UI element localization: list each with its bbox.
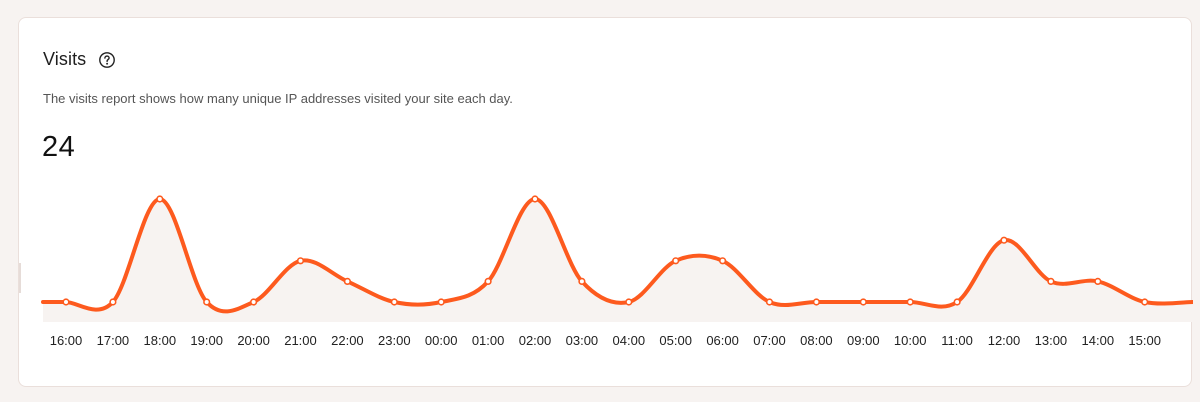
x-tick-label: 20:00 [237, 333, 270, 348]
x-tick-label: 09:00 [847, 333, 880, 348]
data-point-10:00[interactable] [906, 298, 914, 306]
data-point-18:00[interactable] [156, 195, 164, 203]
data-point-19:00[interactable] [203, 298, 211, 306]
x-tick-label: 12:00 [988, 333, 1021, 348]
data-point-04:00[interactable] [625, 298, 633, 306]
x-tick-label: 18:00 [144, 333, 177, 348]
x-tick-label: 17:00 [97, 333, 130, 348]
x-tick-label: 01:00 [472, 333, 505, 348]
card-description: The visits report shows how many unique … [43, 91, 513, 106]
x-tick-label: 02:00 [519, 333, 552, 348]
data-point-08:00[interactable] [812, 298, 821, 306]
question-circle-icon[interactable] [98, 51, 116, 69]
card-title: Visits [43, 49, 87, 69]
data-point-07:00[interactable] [765, 298, 774, 306]
visits-card: Visits The visits report shows how many … [18, 17, 1193, 387]
x-tick-label: 03:00 [566, 333, 599, 348]
data-point-15:00[interactable] [1141, 298, 1149, 306]
x-tick-label: 23:00 [378, 333, 411, 348]
data-point-16:00[interactable] [62, 298, 70, 306]
x-tick-label: 06:00 [706, 333, 739, 348]
data-point-17:00[interactable] [109, 298, 117, 306]
data-point-20:00[interactable] [250, 298, 258, 306]
visits-area [43, 199, 1193, 322]
x-tick-label: 13:00 [1035, 333, 1068, 348]
x-tick-label: 08:00 [800, 333, 833, 348]
x-tick-label: 15:00 [1128, 333, 1161, 348]
data-point-01:00[interactable] [484, 277, 492, 286]
x-tick-label: 16:00 [50, 333, 83, 348]
data-point-22:00[interactable] [343, 277, 352, 286]
data-point-14:00[interactable] [1094, 277, 1102, 286]
visits-chart: 16:00 17:00 18:00 19:00 20:00 21:00 22:00 23:00… [41, 195, 1193, 348]
x-tick-label: 19:00 [190, 333, 223, 348]
x-tick-label: 14:00 [1082, 333, 1115, 348]
x-tick-label: 07:00 [753, 333, 786, 348]
x-tick-label: 11:00 [941, 333, 973, 348]
x-tick-label: 21:00 [284, 333, 317, 348]
x-tick-label: 04:00 [613, 333, 646, 348]
data-point-03:00[interactable] [578, 277, 586, 286]
x-tick-label: 10:00 [894, 333, 927, 348]
data-point-11:00[interactable] [953, 298, 961, 306]
data-point-00:00[interactable] [437, 298, 445, 306]
card-edge-marker [19, 263, 21, 293]
card-header: Visits [43, 49, 116, 70]
data-point-23:00[interactable] [390, 298, 398, 306]
visits-total: 24 [42, 131, 76, 163]
x-tick-label: 05:00 [659, 333, 692, 348]
x-tick-label: 22:00 [331, 333, 364, 348]
data-point-05:00[interactable] [672, 257, 680, 265]
data-point-09:00[interactable] [859, 298, 867, 306]
data-point-12:00[interactable] [1000, 236, 1008, 244]
data-point-02:00[interactable] [531, 195, 539, 203]
data-point-21:00[interactable] [296, 257, 305, 265]
data-point-06:00[interactable] [718, 257, 727, 265]
x-tick-label: 00:00 [425, 333, 458, 348]
data-point-13:00[interactable] [1047, 277, 1055, 286]
